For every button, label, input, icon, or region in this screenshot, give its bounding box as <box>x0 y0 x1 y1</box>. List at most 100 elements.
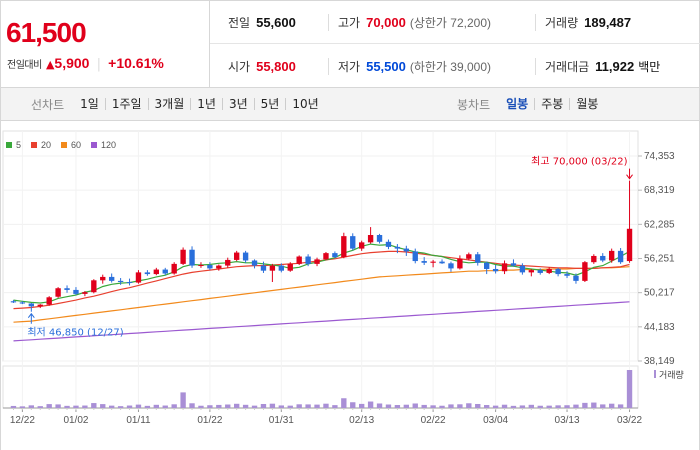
candle-body <box>135 272 142 283</box>
volume-bar <box>100 404 106 408</box>
tab-daily-candle[interactable]: 일봉 <box>506 97 529 111</box>
candle-body <box>73 289 79 294</box>
tab-1year[interactable]: 1년 <box>190 98 222 110</box>
ma-legend-item: 120 <box>91 140 116 150</box>
candle-chart-tabs: 봉차트 일봉 주봉 월봉 <box>457 88 604 120</box>
amount-value: 11,922 <box>595 59 635 74</box>
y-tick-label: 50,217 <box>644 288 675 299</box>
open-value: 55,800 <box>256 59 296 74</box>
volume-bar <box>341 398 347 408</box>
candle-body <box>385 241 392 247</box>
ma-legend-swatch <box>31 142 38 148</box>
volume-bar <box>19 406 26 408</box>
prev-close-value: 55,600 <box>256 15 296 30</box>
candle-body <box>617 250 624 263</box>
candle-body <box>144 272 151 275</box>
candle-body <box>492 268 499 272</box>
high-value: 70,000 <box>366 15 406 30</box>
volume-bar <box>457 404 463 408</box>
candle-body <box>100 276 106 281</box>
volume-bar <box>135 404 142 408</box>
high-arrow-icon <box>626 168 633 180</box>
volume-bar <box>171 404 177 408</box>
candle-body <box>600 255 606 261</box>
ma-legend: 5 20 60 120 <box>6 140 116 150</box>
volume-bar <box>546 405 552 408</box>
y-tick-label: 62,285 <box>644 219 675 230</box>
x-tick-label: 01/02 <box>63 415 88 426</box>
volume-bar <box>225 404 231 408</box>
ma-legend-item: 60 <box>61 140 81 150</box>
y-tick-label: 68,319 <box>644 185 675 196</box>
candle-body <box>341 236 347 258</box>
candle-body <box>466 254 472 259</box>
candle-body <box>582 262 588 281</box>
volume-bar <box>144 405 151 408</box>
y-tick-label: 56,251 <box>644 254 675 265</box>
volume-bar <box>537 405 543 408</box>
x-tick-label: 12/22 <box>10 415 35 426</box>
volume-bar <box>376 403 383 408</box>
high-annotation: 최고 70,000 (03/22) <box>531 156 627 168</box>
prev-close-label: 전일 <box>228 16 251 30</box>
ma20-line <box>13 250 630 310</box>
amount-label: 거래대금 <box>545 60 590 74</box>
tab-monthly-candle[interactable]: 월봉 <box>569 98 604 110</box>
tab-weekly-candle[interactable]: 주봉 <box>534 98 569 110</box>
change-label: 전일대비 <box>7 60 42 71</box>
line-chart-title: 선차트 <box>31 97 65 112</box>
volume-bar <box>385 404 392 408</box>
volume-value: 189,487 <box>584 15 632 30</box>
up-arrow-icon: ▲ <box>45 58 55 71</box>
chart-period-tabbar: 선차트 1일 1주일 3개월 1년 3년 5년 10년 봉차트 일봉 주봉 월봉 <box>0 87 700 121</box>
volume-bar <box>501 404 508 408</box>
volume-bar <box>528 404 534 408</box>
volume-bar <box>350 402 356 408</box>
ma-legend-swatch <box>61 142 68 148</box>
candle-body <box>546 268 552 273</box>
x-tick-label: 03/13 <box>555 415 580 426</box>
ma-legend-label: 20 <box>41 140 52 150</box>
low-arrow-icon <box>27 312 35 324</box>
tab-3month[interactable]: 3개월 <box>147 98 191 110</box>
candle-body <box>10 301 17 303</box>
volume-bar <box>251 405 258 408</box>
candle-body <box>510 263 517 266</box>
volume-bar <box>10 405 17 408</box>
volume-bar <box>91 403 97 408</box>
stats-row-2: 시가 55,800 저가 55,500 (하한가 39,000) 거래대금 11,922… <box>210 45 700 88</box>
tab-10year[interactable]: 10년 <box>285 98 324 110</box>
x-tick-label: 02/22 <box>421 415 446 426</box>
volume-bar <box>109 405 115 408</box>
x-tick-label: 03/22 <box>617 415 642 426</box>
candle-body <box>555 268 561 275</box>
volume-bar <box>367 401 374 408</box>
candle-body <box>519 265 526 273</box>
volume-bar <box>626 370 633 408</box>
candle-body <box>251 260 258 266</box>
high-label: 고가 <box>338 16 361 30</box>
tab-1week[interactable]: 1주일 <box>104 98 148 110</box>
volume-bar <box>573 404 579 408</box>
candle-body <box>46 297 52 305</box>
tab-1day[interactable]: 1일 <box>80 97 99 111</box>
candle-body <box>260 265 267 271</box>
candle-body <box>528 270 534 273</box>
candle-body <box>367 235 374 243</box>
volume-bar <box>475 403 481 408</box>
volume-bar <box>439 405 445 408</box>
volume-bar <box>412 403 418 408</box>
candle-body <box>305 256 311 264</box>
volume-bar <box>314 404 320 408</box>
tab-3year[interactable]: 3년 <box>221 98 254 110</box>
candle-body <box>296 256 302 264</box>
candle-body <box>269 265 276 271</box>
volume-bar <box>46 404 52 408</box>
ma-legend-swatch <box>6 142 12 148</box>
tab-5year[interactable]: 5년 <box>253 98 286 110</box>
candle-body <box>350 236 356 249</box>
open-cell: 시가 55,800 <box>228 45 296 88</box>
volume-bar <box>242 404 249 408</box>
candle-body <box>573 275 579 281</box>
volume-bar <box>296 404 302 408</box>
